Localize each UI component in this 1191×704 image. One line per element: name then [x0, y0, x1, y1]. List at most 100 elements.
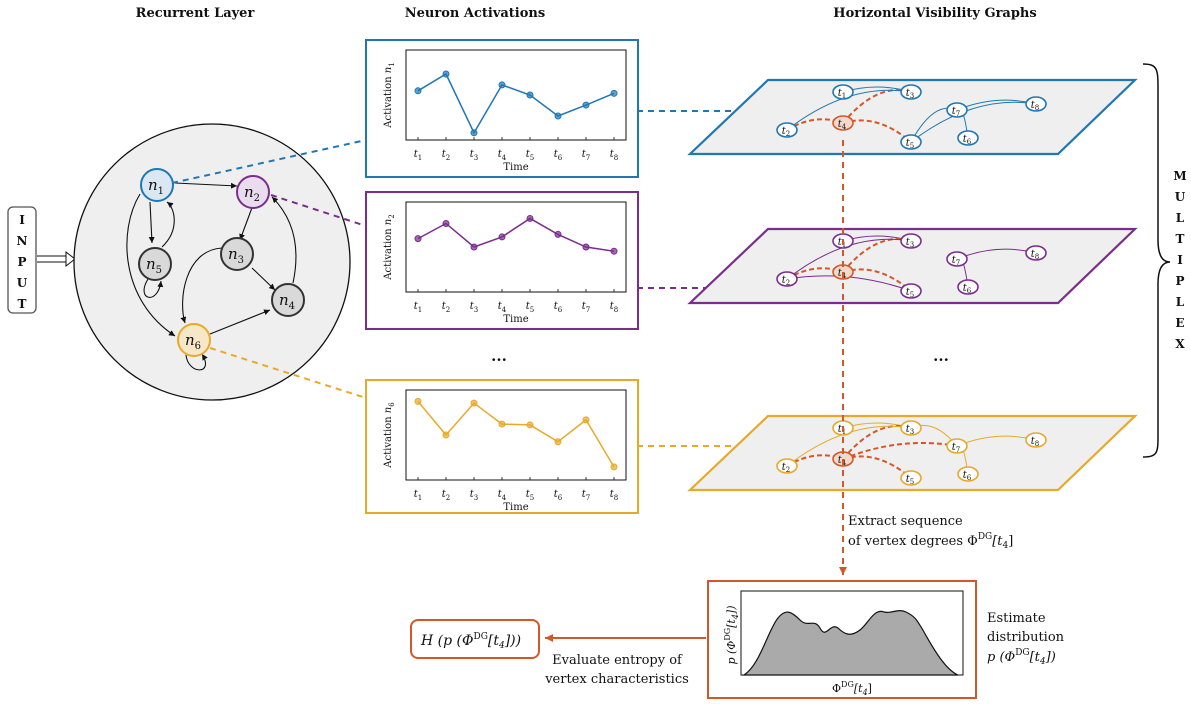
svg-text:t5: t5 — [906, 138, 915, 150]
svg-text:t5: t5 — [906, 474, 915, 486]
data-point — [554, 438, 562, 446]
tick-label: t4 — [498, 489, 507, 502]
input-letter: I — [19, 213, 25, 227]
neuron-node-n3: n3 — [220, 237, 254, 271]
data-point — [610, 463, 618, 471]
data-point — [582, 416, 590, 424]
tick-label: t3 — [470, 149, 479, 162]
tick-label: t8 — [610, 301, 619, 314]
data-point — [498, 81, 506, 89]
tick-label: t6 — [554, 149, 563, 162]
hvg-edge — [842, 442, 958, 460]
ellipsis-plots: ... — [491, 347, 507, 365]
hvg-node-t7: t7 — [946, 102, 968, 118]
hvg-node-t8: t8 — [1025, 96, 1047, 112]
input-letter: U — [17, 276, 28, 290]
svg-text:t2: t2 — [782, 275, 791, 287]
tick-label: t2 — [442, 301, 451, 314]
svg-text:t2: t2 — [782, 462, 791, 474]
hvg-node-t6: t6 — [957, 466, 979, 482]
svg-text:n4: n4 — [279, 291, 295, 312]
plot-axes — [405, 49, 627, 141]
multiplex-brace — [1142, 63, 1171, 458]
hvg-node-t3: t3 — [900, 84, 922, 100]
header-neuron-activations: Neuron Activations — [405, 6, 545, 21]
hvg-edge — [910, 101, 1037, 143]
tick-label: t7 — [582, 149, 591, 162]
hvg-node-t7: t7 — [946, 438, 968, 454]
data-point — [554, 230, 562, 238]
data-point — [610, 247, 618, 255]
header-recurrent-layer: Recurrent Layer — [136, 6, 255, 21]
tick-label: t7 — [582, 301, 591, 314]
plot-ylabel: Activation n2 — [383, 214, 396, 280]
tick-label: t1 — [414, 149, 423, 162]
tick-label: t1 — [414, 301, 423, 314]
input-letter: P — [17, 255, 26, 269]
svg-text:t2: t2 — [782, 126, 791, 138]
hvg-node-t8: t8 — [1025, 432, 1047, 448]
data-point — [526, 91, 534, 99]
hvg-node-t5: t5 — [900, 283, 922, 299]
data-point — [582, 101, 590, 109]
data-point — [610, 89, 618, 97]
svg-text:t4: t4 — [838, 268, 847, 280]
connector-n1 — [171, 139, 367, 184]
plot-ylabel: Activation n6 — [383, 402, 396, 469]
svg-text:n6: n6 — [185, 331, 201, 352]
hvg-plane-surface — [687, 78, 1138, 156]
hvg-node-t8: t8 — [1025, 245, 1047, 261]
entropy-box: H (p (ΦDG[t4])) — [410, 619, 540, 659]
tick-label: t5 — [526, 301, 535, 314]
multiplex-letter: T — [1176, 232, 1185, 246]
svg-text:t7: t7 — [952, 442, 961, 454]
ellipsis-planes: ... — [933, 347, 949, 365]
activation-plot-n1: t1 t2 t3 t4 t5 t6 t7 t8 Time Activation n1 — [365, 39, 639, 178]
svg-text:t4: t4 — [838, 119, 847, 131]
extract-text-line1: Extract sequence — [848, 514, 963, 529]
hvg-node-t4: t4 — [832, 115, 854, 131]
tick-label: t5 — [526, 149, 535, 162]
tick-label: t7 — [582, 489, 591, 502]
distribution-curve — [741, 609, 959, 676]
plot-axes — [405, 389, 627, 481]
hvg-node-t5: t5 — [900, 470, 922, 486]
svg-text:t4: t4 — [838, 455, 847, 467]
tick-label: t2 — [442, 489, 451, 502]
svg-text:t6: t6 — [963, 283, 972, 295]
multiplex-letter: E — [1175, 316, 1184, 330]
svg-text:t1: t1 — [838, 424, 847, 436]
hvg-plane-surface — [687, 414, 1138, 492]
svg-text:t8: t8 — [1031, 436, 1040, 448]
svg-text:t7: t7 — [952, 106, 961, 118]
svg-text:t3: t3 — [906, 88, 915, 100]
series-line — [417, 217, 615, 252]
neuron-node-n1: n1 — [140, 168, 174, 202]
plot-xlabel: Time — [503, 162, 528, 173]
hvg-plane-yellow: t1 t2 t3 t4 t5 t6 t7 t8 — [687, 414, 1138, 492]
hvg-node-t6: t6 — [957, 130, 979, 146]
tick-label: t1 — [414, 489, 423, 502]
svg-text:t1: t1 — [838, 237, 847, 249]
estimate-text-line1: Estimate — [987, 611, 1046, 626]
data-point — [526, 214, 534, 222]
svg-text:t8: t8 — [1031, 100, 1040, 112]
plot-axes — [405, 201, 627, 293]
svg-text:t7: t7 — [952, 255, 961, 267]
hvg-plane-blue: t1 t2 t3 t4 t5 t6 t7 t8 — [687, 78, 1138, 156]
activation-plot-n6: t1 t2 t3 t4 t5 t6 t7 t8 Time Activation n6 — [365, 379, 639, 514]
tick-label: t5 — [526, 489, 535, 502]
tick-label: t4 — [498, 301, 507, 314]
recurrent-layer-graph: n1 n2 n3 n4 n5 n6 — [73, 123, 351, 401]
hvg-node-t2: t2 — [776, 458, 798, 474]
extract-text-line2: of vertex degrees ΦDG[t4] — [848, 532, 1013, 551]
plot-ylabel: Activation n1 — [383, 62, 396, 128]
svg-text:n3: n3 — [228, 245, 244, 266]
data-point — [414, 397, 422, 405]
header-hvg: Horizontal Visibility Graphs — [833, 6, 1036, 21]
svg-text:t6: t6 — [963, 134, 972, 146]
distribution-xlabel: ΦDG[t4] — [832, 680, 872, 697]
connector-n6 — [209, 347, 367, 399]
